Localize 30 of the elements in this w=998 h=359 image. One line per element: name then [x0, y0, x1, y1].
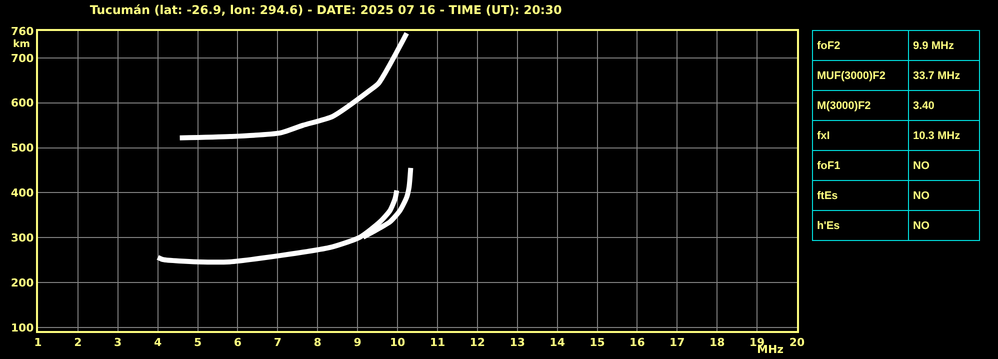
- y-tick-label: 400: [10, 186, 34, 200]
- parameter-table: foF2 9.9 MHz MUF(3000)F2 33.7 MHz M(3000)F2 3.40 fxI 10.3 MHz foF1 NO ftEs NO h'Es NO: [812, 30, 980, 241]
- y-tick-label: 700: [10, 52, 34, 65]
- y-tick-label: 100: [10, 321, 34, 334]
- x-tick-label: 4: [154, 336, 162, 350]
- x-tick-label: 3: [114, 336, 122, 350]
- x-tick-label: 2: [74, 336, 82, 350]
- y-tick-label: 300: [10, 231, 34, 244]
- y-tick-label: 200: [10, 276, 34, 290]
- x-tick-label: 20: [789, 336, 805, 350]
- y-tick-label: 600: [10, 96, 34, 110]
- x-tick-label: 14: [550, 336, 566, 350]
- x-tick-label: 7: [274, 336, 282, 350]
- chart-title: Tucumán (lat: -26.9, lon: 294.6) - DATE: 2025 07 16 - TIME (UT): 20:30: [90, 2, 562, 17]
- x-tick-label: 17: [670, 336, 685, 350]
- y-axis-title: km: [13, 39, 30, 50]
- x-tick-label: 13: [510, 336, 526, 350]
- x-tick-label: 15: [590, 336, 605, 350]
- x-tick-label: 16: [630, 336, 646, 350]
- x-tick-label: 18: [709, 336, 725, 350]
- x-tick-label: 12: [470, 336, 486, 350]
- y-tick-label: 500: [10, 142, 34, 155]
- x-tick-label: 5: [194, 336, 202, 350]
- x-tick-label: 6: [234, 336, 242, 350]
- x-tick-label: 11: [430, 336, 446, 350]
- x-tick-label: 9: [354, 336, 362, 350]
- x-tick-label: 8: [314, 336, 322, 350]
- x-tick-label: 10: [390, 336, 406, 350]
- x-tick-label: 1: [34, 336, 42, 350]
- y-tick-label: 760: [10, 24, 34, 38]
